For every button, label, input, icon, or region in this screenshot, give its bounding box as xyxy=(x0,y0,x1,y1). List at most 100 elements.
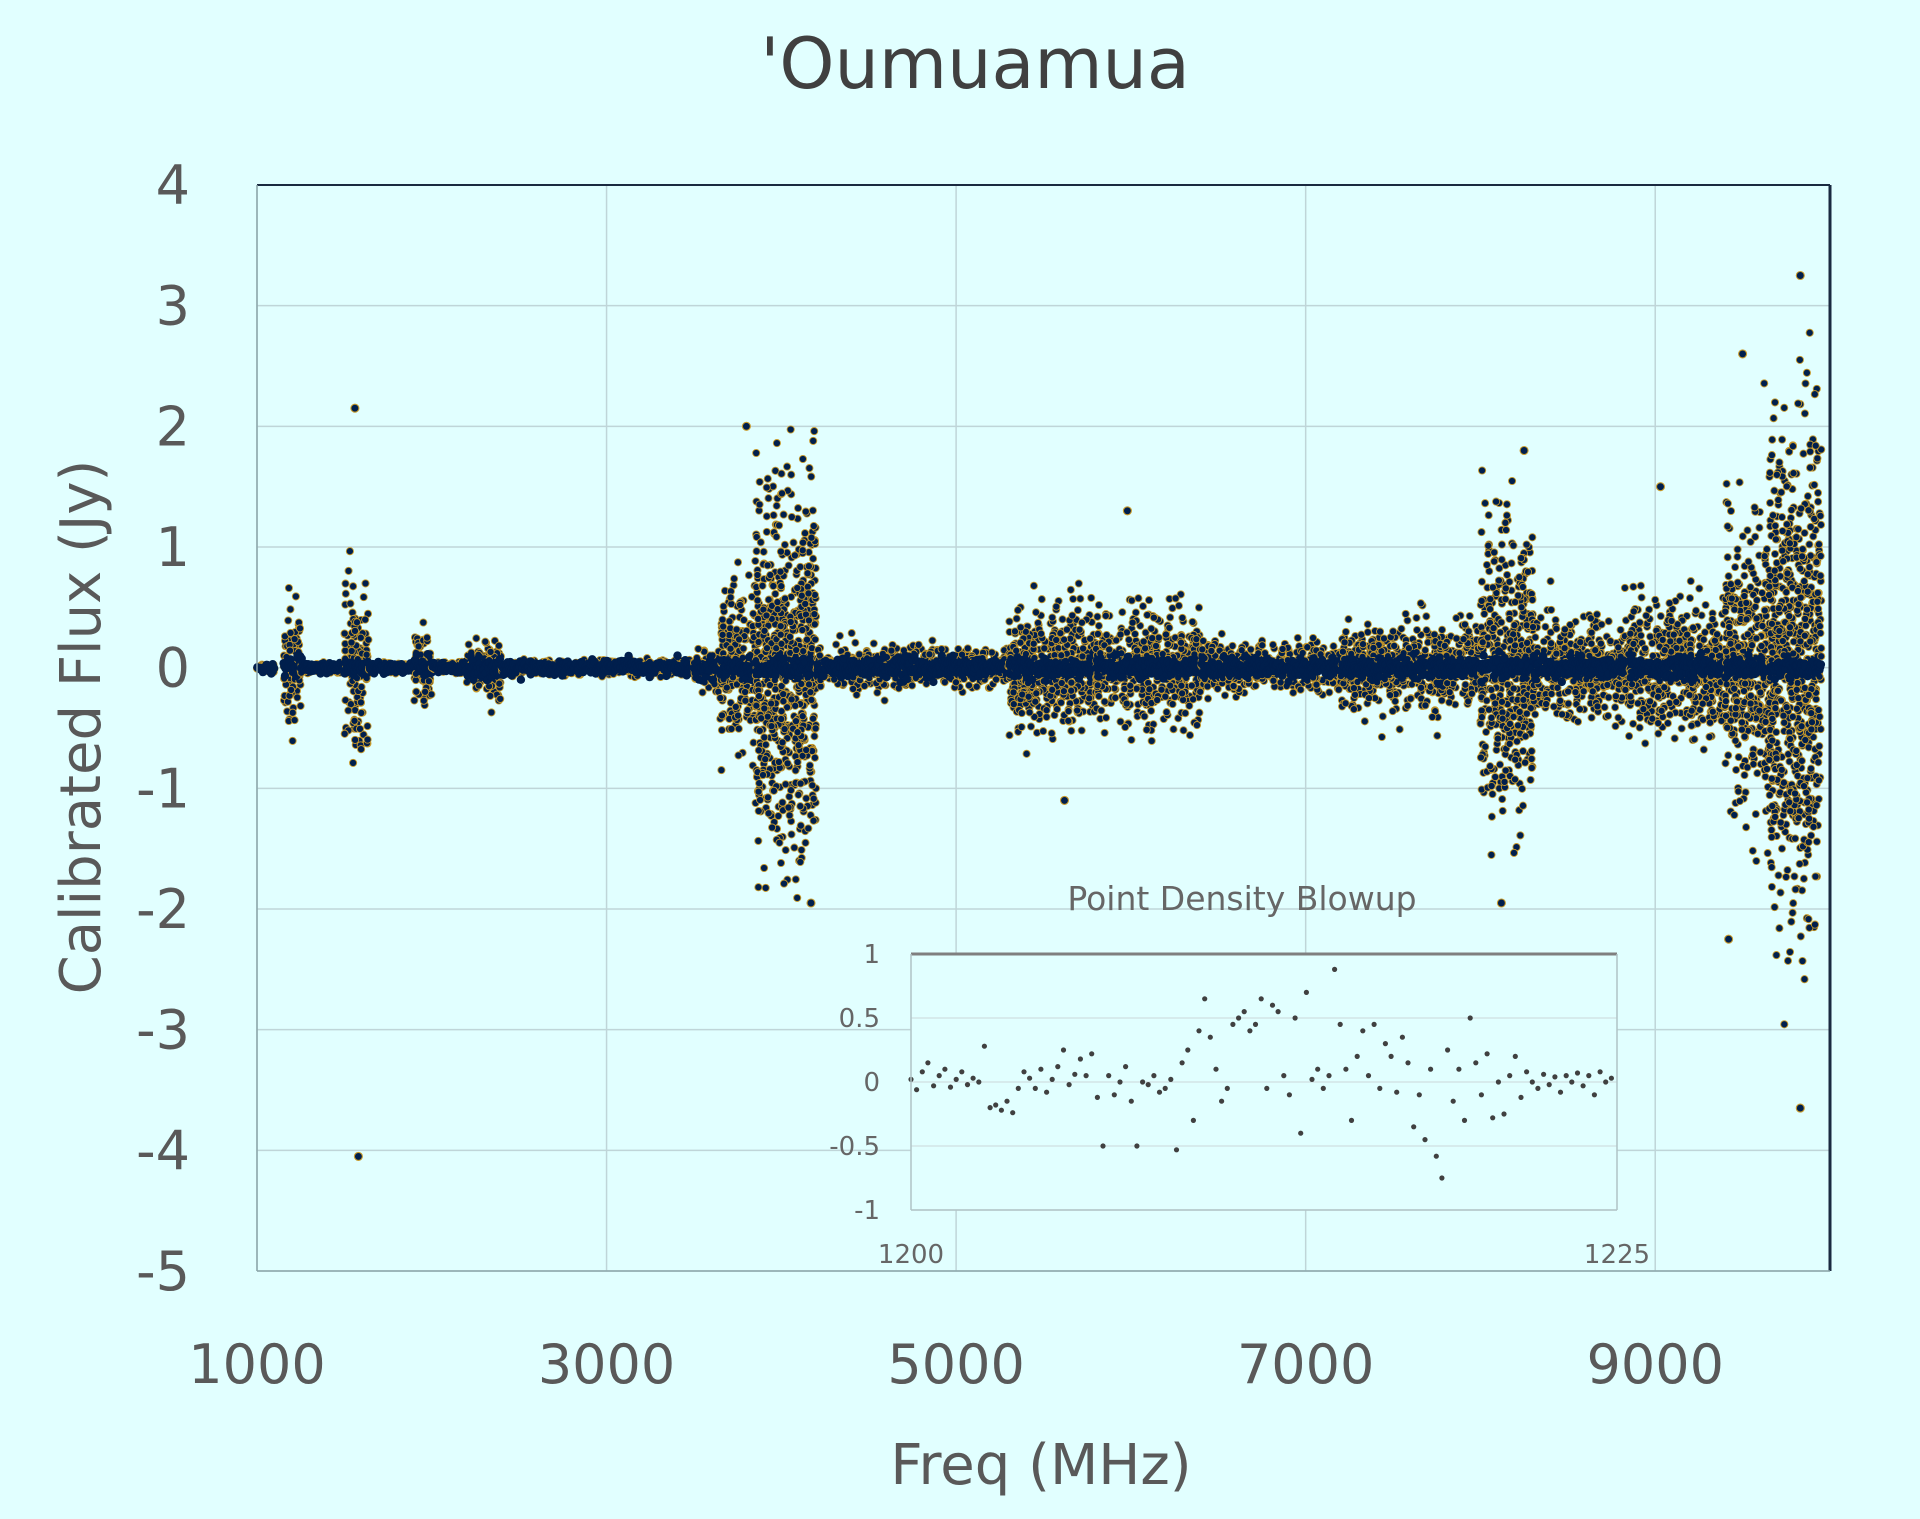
data-point xyxy=(1065,708,1072,715)
data-point xyxy=(757,796,764,803)
data-point xyxy=(287,606,294,613)
data-point xyxy=(1145,597,1152,604)
data-point xyxy=(487,648,494,655)
data-point xyxy=(1006,618,1013,625)
data-point xyxy=(1027,723,1034,730)
data-point xyxy=(776,522,783,529)
data-point xyxy=(901,652,909,660)
data-point xyxy=(755,788,762,795)
data-point xyxy=(753,702,760,709)
data-point xyxy=(811,754,818,761)
data-point xyxy=(770,582,777,589)
data-point xyxy=(785,562,792,569)
data-point xyxy=(1030,582,1037,589)
data-point xyxy=(1094,613,1101,620)
data-point xyxy=(779,739,786,746)
data-point xyxy=(1166,624,1173,631)
data-point xyxy=(812,636,819,643)
data-point xyxy=(797,563,804,570)
data-point xyxy=(415,643,422,650)
data-point xyxy=(807,689,814,696)
data-point xyxy=(881,697,888,704)
data-point xyxy=(780,698,787,705)
data-point xyxy=(756,478,763,485)
data-point xyxy=(1154,696,1161,703)
data-point xyxy=(770,787,777,794)
data-point xyxy=(517,676,525,684)
data-point xyxy=(1060,688,1067,695)
data-point xyxy=(362,580,369,587)
data-point xyxy=(488,709,495,716)
data-point xyxy=(764,713,771,720)
data-point xyxy=(1178,682,1185,689)
data-point xyxy=(1048,730,1055,737)
data-point xyxy=(1018,710,1025,717)
data-point xyxy=(1163,709,1170,716)
data-point xyxy=(1033,690,1040,697)
data-point xyxy=(742,697,749,704)
data-point xyxy=(358,746,365,753)
data-point xyxy=(345,707,352,714)
data-point xyxy=(1058,679,1065,686)
data-point xyxy=(773,502,780,509)
data-point xyxy=(291,717,298,724)
data-point xyxy=(1038,596,1045,603)
data-point xyxy=(1152,642,1159,649)
data-point xyxy=(1026,709,1033,716)
data-point xyxy=(1155,634,1162,641)
data-point xyxy=(973,683,980,690)
data-point xyxy=(809,507,816,514)
data-point xyxy=(768,723,775,730)
data-point xyxy=(756,727,763,734)
data-point xyxy=(852,639,859,646)
data-point xyxy=(1067,586,1074,593)
data-point xyxy=(364,723,371,730)
data-point xyxy=(1189,618,1196,625)
data-point xyxy=(723,684,730,691)
data-point xyxy=(764,794,771,801)
data-point xyxy=(475,682,482,689)
data-point xyxy=(1101,729,1108,736)
data-point xyxy=(810,437,817,444)
data-point xyxy=(799,455,806,462)
data-point xyxy=(1010,689,1017,696)
data-point xyxy=(1017,639,1024,646)
data-point xyxy=(880,653,888,661)
data-point xyxy=(292,593,299,600)
data-point xyxy=(794,894,801,901)
data-point xyxy=(755,747,762,754)
data-point xyxy=(413,688,420,695)
data-point xyxy=(1095,622,1102,629)
data-point xyxy=(758,715,765,722)
data-point xyxy=(764,562,771,569)
data-point xyxy=(289,737,296,744)
data-point xyxy=(1043,707,1050,714)
data-point xyxy=(727,594,734,601)
data-point xyxy=(952,679,959,686)
data-point xyxy=(795,742,802,749)
data-point xyxy=(1142,645,1149,652)
data-point xyxy=(759,771,766,778)
data-point xyxy=(755,615,762,622)
data-point xyxy=(1053,636,1060,643)
data-point xyxy=(775,758,782,765)
data-point xyxy=(1127,682,1134,689)
data-point xyxy=(1196,709,1203,716)
data-point xyxy=(799,626,806,633)
data-point xyxy=(1023,750,1030,757)
data-point xyxy=(1061,636,1068,643)
data-point xyxy=(780,880,787,887)
data-point xyxy=(473,635,480,642)
data-point xyxy=(777,623,784,630)
data-point xyxy=(810,715,817,722)
data-point xyxy=(365,636,372,643)
data-point xyxy=(1049,614,1056,621)
data-point xyxy=(735,725,742,732)
data-point xyxy=(362,616,369,623)
data-point xyxy=(802,839,809,846)
data-point xyxy=(754,571,761,578)
data-point xyxy=(797,803,804,810)
data-point xyxy=(1106,646,1113,653)
data-point xyxy=(350,759,357,766)
